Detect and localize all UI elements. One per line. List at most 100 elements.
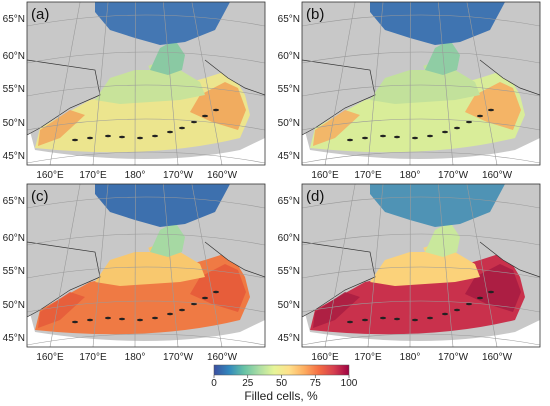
ocean-field-shelf [95, 244, 205, 286]
land-kamchatka [302, 60, 375, 135]
island-2 [380, 316, 386, 320]
panel-label: (d) [306, 188, 324, 205]
ocean-field-kamchatka [38, 292, 85, 328]
lat-label: 50°N [3, 300, 25, 311]
coastline-west [302, 59, 376, 136]
coastline-east [204, 59, 265, 96]
map-panel-a: 45°N 50°N 55°N 60°N 65°N 160°E 170°E 180° 170°W 1… [3, 1, 266, 181]
parallel-1 [302, 300, 540, 313]
land-alaska [205, 40, 265, 95]
meridian-0 [49, 2, 81, 165]
lon-label: 170°E [79, 352, 107, 363]
lon-label: 160°W [207, 170, 238, 181]
island-10 [213, 108, 219, 112]
panel-label: (b) [306, 6, 324, 23]
lat-label: 55°N [278, 84, 300, 95]
meridian-1 [367, 184, 384, 347]
parallel-3 [27, 51, 265, 64]
lon-label: 180° [400, 170, 421, 181]
island-2 [105, 316, 111, 320]
parallel-1 [27, 300, 265, 313]
lat-label: 60°N [278, 51, 300, 62]
meridian-4 [466, 184, 498, 347]
parallel-4 [27, 196, 265, 209]
lon-label: 180° [125, 352, 146, 363]
lon-label: 160°E [36, 352, 64, 363]
meridian-0 [324, 2, 356, 165]
lon-label: 170°W [438, 170, 469, 181]
aleutian-islands [347, 108, 494, 142]
map-panels: 45°N 50°N 55°N 60°N 65°N 160°E 170°E 180° 170°W 1… [3, 1, 541, 363]
island-6 [442, 130, 448, 134]
ocean-field-kamchatka [38, 110, 85, 146]
land-alaska [480, 222, 540, 277]
ocean-field-shelf [370, 244, 480, 286]
lon-label: 160°W [207, 352, 238, 363]
colorbar-tick-label: 75 [310, 378, 322, 389]
lat-label: 55°N [278, 266, 300, 277]
island-10 [488, 108, 494, 112]
ocean-field-north [95, 2, 230, 45]
island-7 [179, 308, 185, 312]
island-7 [454, 126, 460, 130]
island-10 [488, 290, 494, 294]
island-8 [191, 120, 197, 124]
lon-label: 180° [125, 170, 146, 181]
land-chukotka [27, 202, 150, 252]
island-6 [167, 312, 173, 316]
meridian-1 [367, 2, 384, 165]
meridian-0 [324, 184, 356, 347]
land-chukotka [302, 20, 425, 70]
island-5 [427, 316, 433, 320]
graticule [27, 184, 265, 347]
island-5 [152, 316, 158, 320]
lat-label: 65°N [278, 14, 300, 25]
map-frame [26, 1, 266, 166]
parallel-3 [27, 233, 265, 246]
island-1 [362, 136, 368, 140]
map-area [302, 2, 540, 165]
ocean-field-shelf [370, 62, 480, 104]
island-4 [137, 318, 143, 322]
map-frame [26, 183, 266, 348]
lat-label: 45°N [3, 333, 25, 344]
graticule [302, 184, 540, 347]
meridian-3 [438, 184, 454, 347]
ocean-field-kamchatka [313, 292, 360, 328]
island-3 [394, 135, 400, 139]
coastline-east [479, 241, 540, 278]
parallel-0 [27, 151, 265, 164]
map-panel-b: 45°N 50°N 55°N 60°N 65°N 160°E 170°E 180° 170°W 1… [278, 1, 541, 181]
island-9 [477, 114, 483, 118]
island-8 [466, 120, 472, 124]
lon-label: 160°E [311, 352, 339, 363]
lon-label: 170°E [354, 352, 382, 363]
lon-label: 170°E [354, 170, 382, 181]
island-0 [347, 320, 353, 324]
island-2 [380, 134, 386, 138]
parallel-3 [302, 51, 540, 64]
land-chukotka [302, 202, 425, 252]
meridian-1 [92, 2, 109, 165]
parallel-3 [302, 233, 540, 246]
colorbar-bar [213, 364, 350, 376]
island-4 [137, 136, 143, 140]
island-4 [412, 318, 418, 322]
lon-label: 170°W [163, 170, 194, 181]
island-9 [477, 296, 483, 300]
coastline-east [479, 59, 540, 96]
parallel-4 [302, 196, 540, 209]
island-8 [191, 302, 197, 306]
lat-label: 50°N [278, 118, 300, 129]
parallel-1 [302, 118, 540, 131]
ocean-field-strait [425, 222, 460, 257]
island-4 [412, 136, 418, 140]
island-9 [202, 114, 208, 118]
colorbar-tick-label: 100 [341, 378, 358, 389]
lon-label: 170°W [438, 352, 469, 363]
island-9 [202, 296, 208, 300]
parallel-1 [27, 118, 265, 131]
lat-label: 45°N [278, 151, 300, 162]
meridian-1 [92, 184, 109, 347]
panel-label: (c) [31, 188, 49, 205]
